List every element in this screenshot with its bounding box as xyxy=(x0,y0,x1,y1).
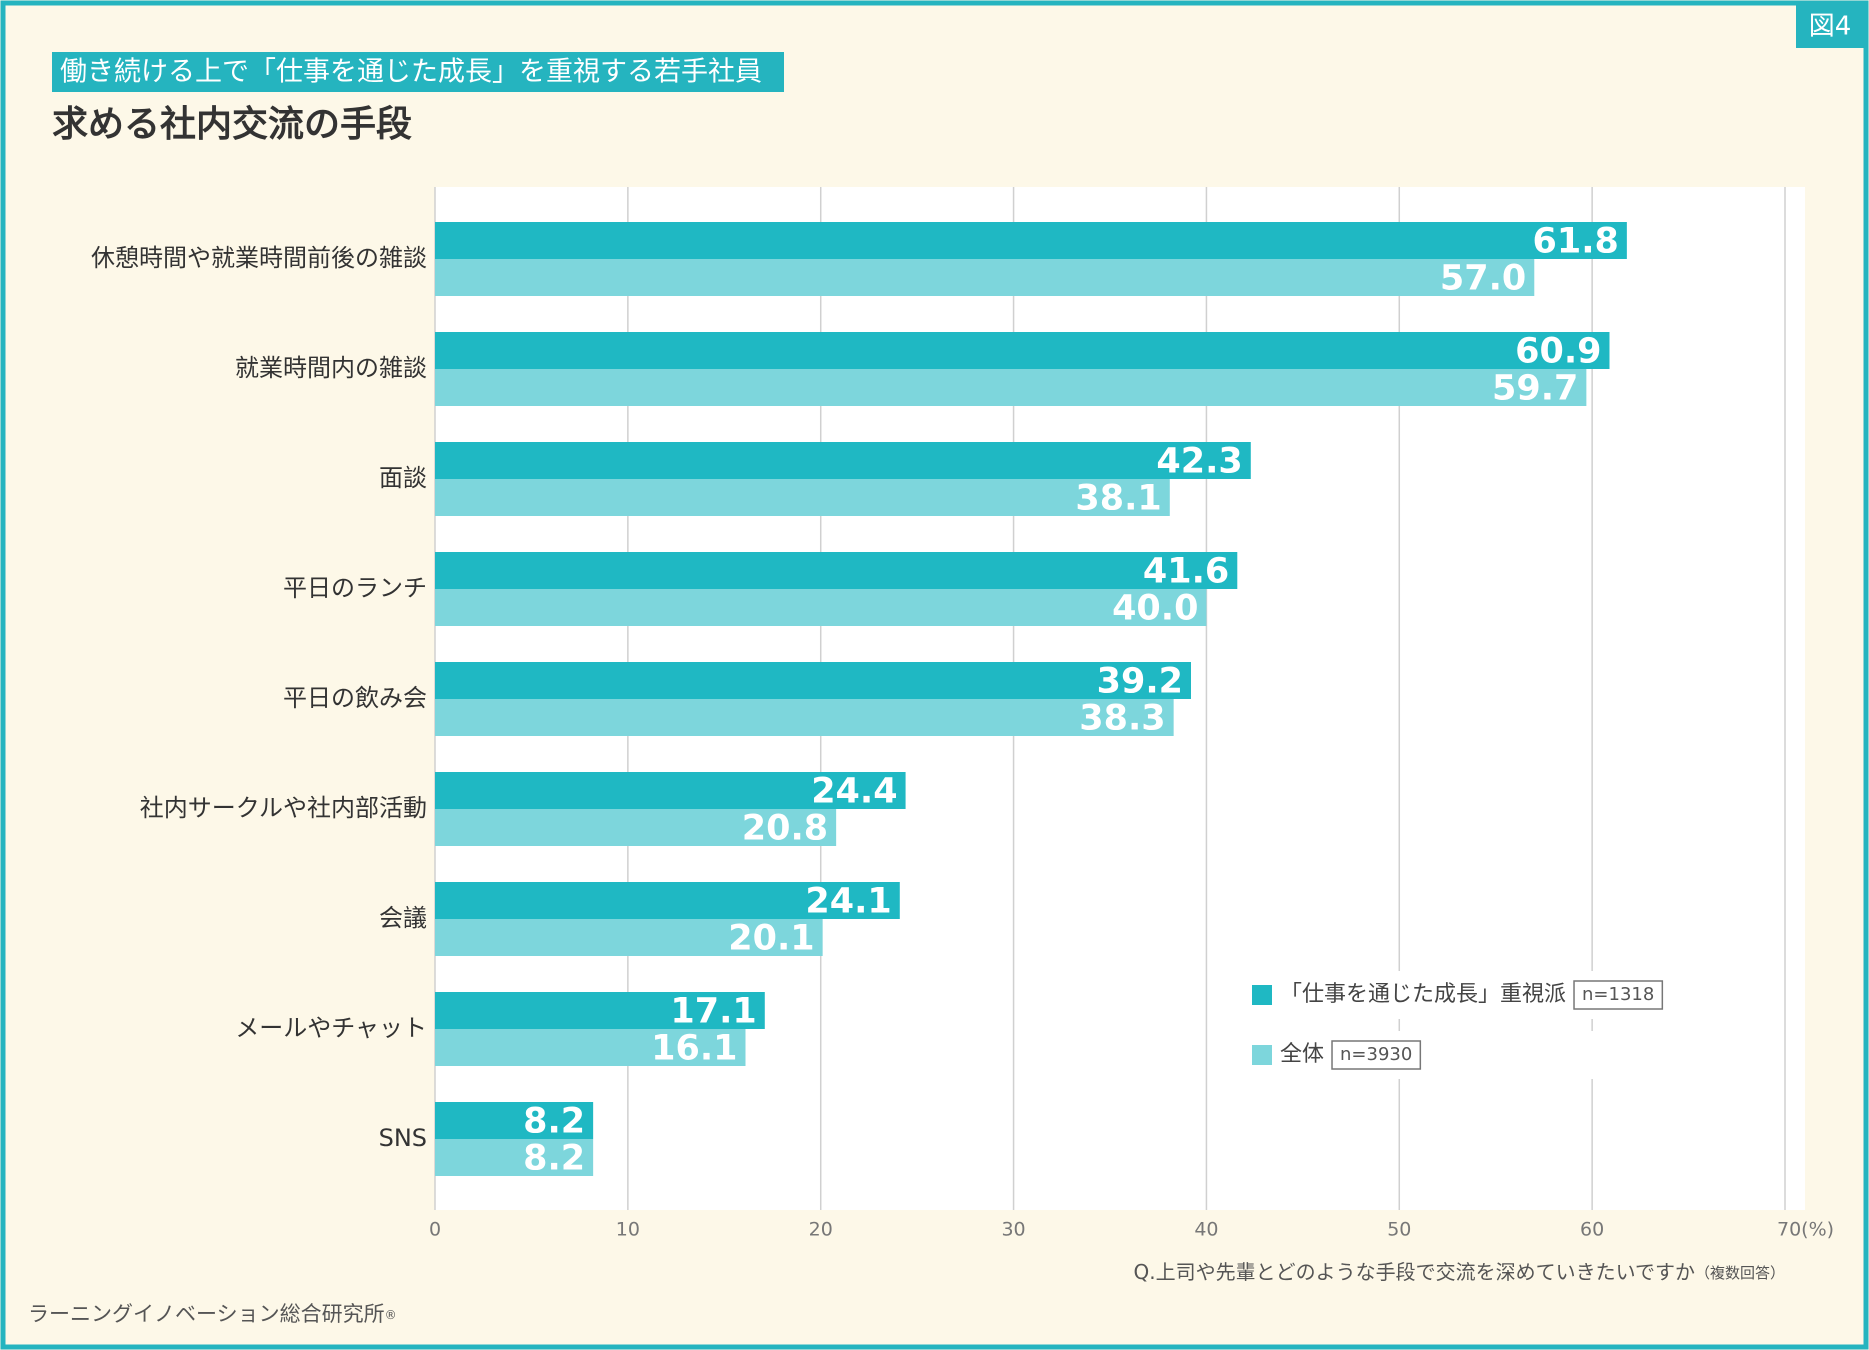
x-tick-label: 40 xyxy=(1194,1219,1218,1241)
value-label: 20.1 xyxy=(728,919,814,959)
chart-title: 求める社内交流の手段 xyxy=(52,103,412,145)
value-label: 40.0 xyxy=(1112,589,1198,629)
x-tick-label: 60 xyxy=(1580,1219,1604,1241)
bar xyxy=(435,1139,594,1176)
value-label: 38.1 xyxy=(1075,479,1161,519)
value-label: 16.1 xyxy=(651,1029,737,1069)
legend-swatch xyxy=(1252,985,1272,1005)
bar xyxy=(435,552,1238,589)
bar xyxy=(435,882,900,919)
value-label: 42.3 xyxy=(1156,442,1242,482)
y-tick-label: SNS xyxy=(379,1124,427,1152)
x-tick-label: 30 xyxy=(1001,1219,1025,1241)
y-tick-label: 就業時間内の雑談 xyxy=(235,354,427,382)
bar xyxy=(435,662,1191,699)
value-label: 57.0 xyxy=(1440,259,1526,299)
subtitle-bg xyxy=(52,52,784,92)
y-tick-label: 休憩時間や就業時間前後の雑談 xyxy=(91,244,427,272)
bar xyxy=(435,1029,746,1066)
y-tick-label: 平日の飲み会 xyxy=(283,684,427,712)
bar xyxy=(435,772,906,809)
bar xyxy=(435,919,823,956)
figure-badge xyxy=(1796,4,1864,48)
legend-label: 「仕事を通じた成長」重視派 xyxy=(1280,982,1566,1007)
source: ラーニングイノベーション総合研究所® xyxy=(28,1302,397,1326)
x-tick-label: 0 xyxy=(429,1219,441,1241)
value-label: 60.9 xyxy=(1515,332,1601,372)
value-label: 8.2 xyxy=(523,1102,585,1142)
value-label: 17.1 xyxy=(670,992,756,1032)
x-tick-label: 20 xyxy=(809,1219,833,1241)
bar xyxy=(435,442,1251,479)
legend-n-box xyxy=(1573,980,1664,1010)
value-label: 41.6 xyxy=(1143,552,1229,592)
value-label: 59.7 xyxy=(1492,369,1578,409)
legend-bg xyxy=(1240,971,1660,1019)
bar xyxy=(435,1102,594,1139)
value-label: 61.8 xyxy=(1532,222,1618,262)
x-tick-label: 70(%) xyxy=(1777,1219,1834,1241)
y-tick-label: 面談 xyxy=(379,464,427,492)
value-label: 39.2 xyxy=(1097,662,1183,702)
bar xyxy=(435,222,1627,259)
bar xyxy=(435,332,1610,369)
legend-n: n=1318 xyxy=(1582,984,1654,1005)
bar xyxy=(435,259,1535,296)
y-tick-label: 平日のランチ xyxy=(283,574,427,602)
value-label: 8.2 xyxy=(523,1139,585,1179)
bar xyxy=(435,809,837,846)
y-tick-label: メールやチャット xyxy=(235,1014,427,1042)
legend-bg xyxy=(1240,1031,1660,1079)
x-tick-label: 10 xyxy=(616,1219,640,1241)
legend-label: 全体 xyxy=(1280,1042,1324,1067)
value-label: 38.3 xyxy=(1079,699,1165,739)
value-label: 24.4 xyxy=(811,772,897,812)
figure-label: 図4 xyxy=(1809,12,1852,42)
subtitle: 働き続ける上で「仕事を通じた成長」を重視する若手社員 xyxy=(60,57,762,88)
bar xyxy=(435,589,1207,626)
bar xyxy=(435,992,765,1029)
question: Q.上司や先輩とどのような手段で交流を深めていきたいですか（複数回答） xyxy=(1133,1260,1785,1284)
y-tick-label: 会議 xyxy=(379,904,427,932)
bar xyxy=(435,699,1174,736)
value-label: 20.8 xyxy=(742,809,828,849)
bar xyxy=(435,369,1587,406)
value-label: 24.1 xyxy=(805,882,891,922)
x-tick-label: 50 xyxy=(1387,1219,1411,1241)
legend-n: n=3930 xyxy=(1340,1044,1412,1065)
bar xyxy=(435,479,1170,516)
legend-n-box xyxy=(1331,1040,1422,1070)
y-tick-label: 社内サークルや社内部活動 xyxy=(140,794,427,822)
legend-swatch xyxy=(1252,1045,1272,1065)
